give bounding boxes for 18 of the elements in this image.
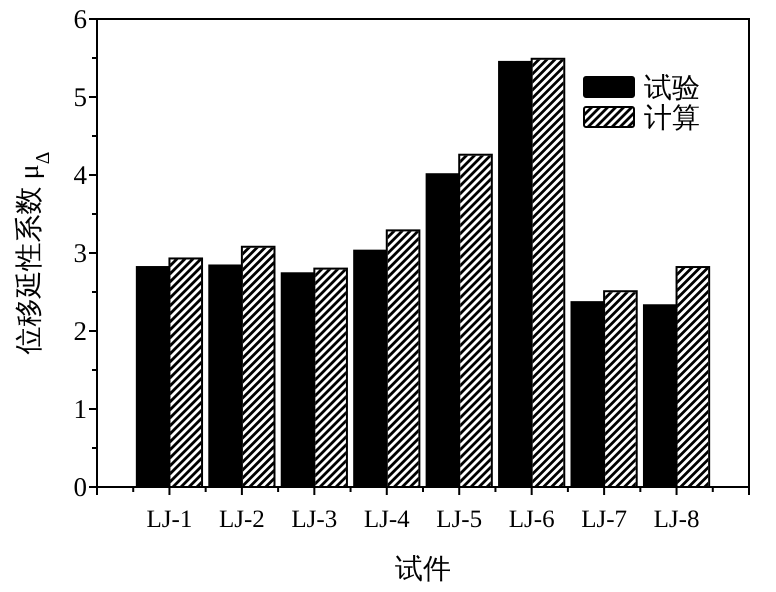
x-axis-title: 试件: [395, 554, 451, 585]
y-tick-label: 0: [74, 472, 87, 502]
x-tick-label: LJ-3: [291, 506, 338, 533]
y-tick-label: 1: [74, 394, 87, 424]
legend-label: 计算: [644, 103, 700, 134]
x-tick-label: LJ-6: [508, 506, 555, 533]
y-tick-label: 5: [74, 82, 87, 112]
x-tick-label: LJ-2: [218, 506, 265, 533]
x-tick-label: LJ-8: [654, 506, 700, 533]
y-tick-label: 2: [74, 316, 87, 346]
legend-label: 试验: [644, 73, 700, 104]
x-tick-label: LJ-5: [436, 506, 482, 533]
x-tick-label: LJ-1: [146, 506, 192, 533]
y-tick-label: 4: [74, 160, 88, 190]
y-tick-label: 3: [74, 238, 87, 268]
x-tick-label: LJ-7: [581, 506, 628, 533]
y-tick-label: 6: [74, 4, 87, 34]
x-tick-label: LJ-4: [364, 506, 410, 533]
